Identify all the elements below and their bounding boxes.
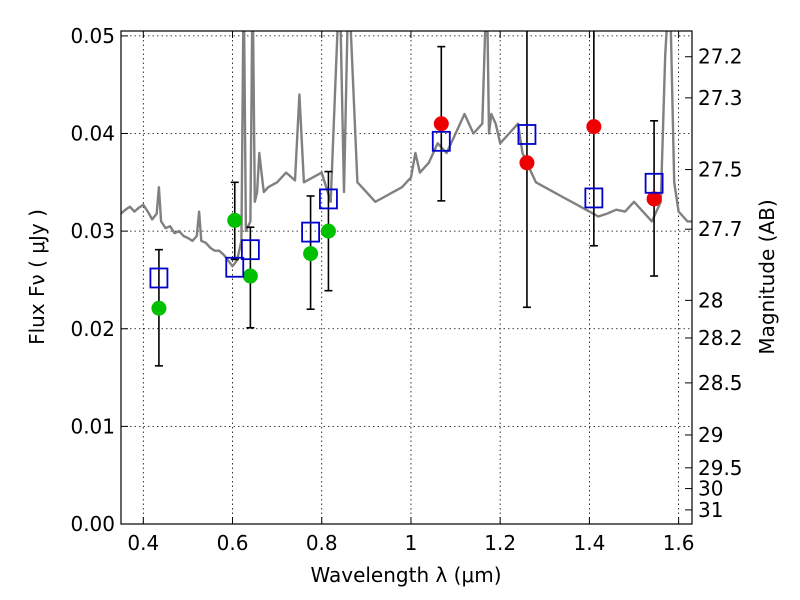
x-tick-label: 0.8 <box>306 531 338 555</box>
x-axis-label: Wavelength λ (μm) <box>310 563 501 587</box>
green-photometry-point <box>242 268 258 284</box>
y-tick-label: 0.05 <box>70 24 115 48</box>
model-spectrum-line <box>121 31 692 268</box>
x-tick-label: 1.2 <box>484 531 516 555</box>
y2-tick-label: 28 <box>698 288 723 312</box>
plot-frame <box>120 30 693 525</box>
model-band-flux-marker <box>319 188 338 210</box>
model-band-flux-marker <box>240 239 260 261</box>
x-tick-label: 1.4 <box>573 531 605 555</box>
y2-tick-label: 27.3 <box>698 86 743 110</box>
x-tick-label: 0.4 <box>127 531 159 555</box>
y2-axis-label: Magnitude (AB) <box>755 199 779 354</box>
y2-tick-label: 27.7 <box>698 217 743 241</box>
y2-tick-label: 31 <box>698 498 723 522</box>
y2-tick-label: 28.5 <box>698 371 743 395</box>
green-photometry-point <box>151 300 167 316</box>
model-band-flux-marker <box>149 267 169 289</box>
red-photometry-point <box>646 191 662 207</box>
green-photometry-point <box>320 223 336 239</box>
y2-tick-label: 29.5 <box>698 456 743 480</box>
y2-tick-label: 28.2 <box>698 326 743 350</box>
plot-background <box>121 31 692 524</box>
model-band-flux-marker <box>431 130 451 152</box>
y-axis-label: Flux Fν ( μJy ) <box>25 209 49 345</box>
y-tick-label: 0.04 <box>70 122 115 146</box>
model-band-flux-marker <box>301 221 320 243</box>
model-band-flux-marker <box>517 124 537 145</box>
x-tick-label: 1.6 <box>663 531 695 555</box>
y-tick-label: 0.01 <box>70 414 115 438</box>
green-photometry-point <box>227 212 243 228</box>
y-tick-label: 0.03 <box>70 219 115 243</box>
model-band-flux-marker <box>584 187 604 209</box>
y2-tick-label: 29 <box>698 423 723 447</box>
model-band-flux-marker <box>644 172 664 194</box>
green-photometry-point <box>303 246 319 262</box>
ticks: 0.4 0.6 0.8 1 1.2 1.4 1.6 0.00 0.01 0.02 0.03 0.04 0… <box>70 24 742 555</box>
grid-lines <box>121 31 692 525</box>
red-photometry-point <box>519 155 535 171</box>
y-tick-label: 0.02 <box>70 317 115 341</box>
data-layer <box>121 31 692 367</box>
red-photometry-point <box>433 116 449 132</box>
red-photometry-point <box>586 119 602 135</box>
model-band-flux-marker <box>225 256 245 278</box>
y-tick-label: 0.00 <box>70 512 115 536</box>
x-tick-label: 0.6 <box>217 531 249 555</box>
y2-tick-label: 27.5 <box>698 158 743 182</box>
y2-tick-label: 27.2 <box>698 45 743 69</box>
x-tick-label: 1 <box>405 531 418 555</box>
y2-tick-label: 30 <box>698 477 723 501</box>
